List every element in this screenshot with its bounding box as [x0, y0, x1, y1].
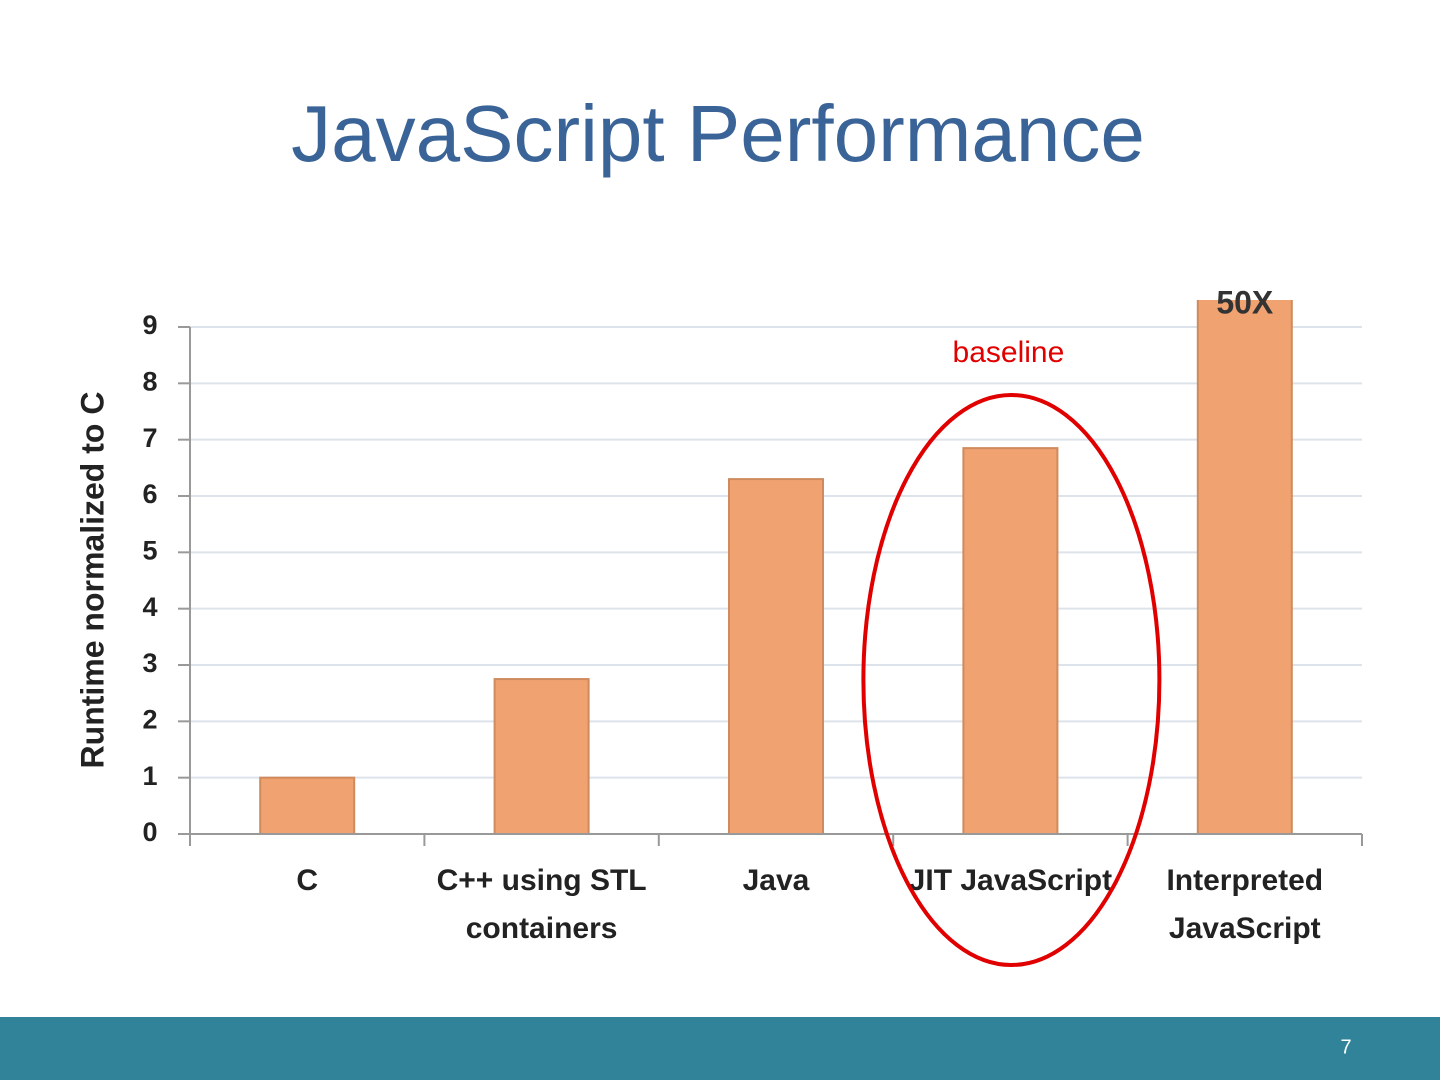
- y-tick-label: 9: [142, 310, 157, 340]
- highlight-ellipse: [861, 393, 1162, 967]
- page-number: 7: [1340, 1036, 1351, 1058]
- x-tick-label: C: [296, 864, 318, 897]
- y-tick-label: 6: [142, 479, 157, 509]
- y-tick-label: 5: [142, 535, 157, 565]
- y-tick-label: 2: [142, 704, 157, 734]
- x-tick-label: C++ using STL containers: [437, 864, 647, 945]
- bar: [1196, 300, 1293, 835]
- annotation: baseline: [953, 336, 1065, 369]
- y-tick-label: 3: [142, 648, 157, 678]
- y-tick-label: 0: [142, 817, 157, 847]
- slide-title: JavaScript Performance: [291, 89, 1145, 178]
- x-tick-label: Java: [743, 864, 810, 897]
- value-label: 50X: [1216, 284, 1274, 320]
- bar: [962, 447, 1059, 835]
- x-tick-label: Interpreted JavaScript: [1166, 864, 1323, 945]
- y-tick-label: 4: [142, 592, 157, 622]
- plot-area: [259, 300, 1293, 835]
- x-tick-label: JIT JavaScript: [909, 864, 1112, 897]
- bar: [728, 478, 824, 835]
- footer-bar: [0, 1017, 1440, 1080]
- bar: [259, 776, 356, 835]
- y-tick-label: 7: [142, 423, 157, 453]
- y-tick-label: 1: [142, 761, 157, 791]
- y-tick-label: 8: [142, 366, 157, 396]
- y-axis-label: Runtime normalized to C: [74, 392, 110, 769]
- chart: Runtime normalized to C 0 1 2 3 4 5 6 7 8 9 C C++ us…: [74, 284, 1363, 967]
- bar: [493, 678, 590, 835]
